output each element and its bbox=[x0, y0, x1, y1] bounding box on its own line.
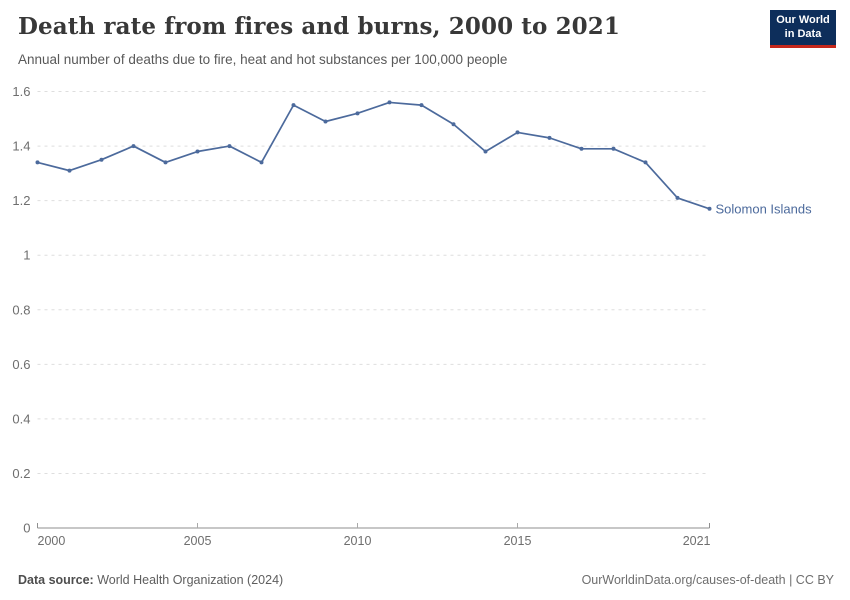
x-axis-label: 2010 bbox=[344, 534, 372, 548]
data-point bbox=[99, 157, 104, 162]
data-point bbox=[643, 160, 648, 165]
data-point bbox=[707, 206, 712, 211]
data-point bbox=[35, 160, 40, 165]
data-source-label: Data source: bbox=[18, 573, 94, 587]
x-axis-label: 2005 bbox=[184, 534, 212, 548]
data-point bbox=[579, 146, 584, 151]
data-point bbox=[323, 119, 328, 124]
data-point bbox=[387, 100, 392, 105]
x-axis-label: 2015 bbox=[504, 534, 532, 548]
data-point bbox=[163, 160, 168, 165]
y-axis-label: 0.4 bbox=[12, 411, 30, 426]
chart-title: Death rate from fires and burns, 2000 to… bbox=[18, 13, 620, 40]
owid-logo-text-line1: Our World bbox=[776, 13, 830, 26]
data-point bbox=[675, 195, 680, 200]
data-point bbox=[419, 103, 424, 108]
y-axis-label: 1.2 bbox=[12, 193, 30, 208]
data-point bbox=[451, 122, 456, 127]
y-axis-label: 0.2 bbox=[12, 466, 30, 481]
y-axis-label: 1.6 bbox=[12, 84, 30, 99]
y-axis-label: 0 bbox=[23, 521, 30, 536]
data-point bbox=[227, 144, 232, 149]
y-axis-label: 0.8 bbox=[12, 302, 30, 317]
y-axis-label: 0.6 bbox=[12, 357, 30, 372]
y-axis-label: 1.4 bbox=[12, 139, 30, 154]
y-axis-label: 1 bbox=[23, 248, 30, 263]
owid-logo[interactable]: Our World in Data bbox=[770, 10, 836, 48]
data-point bbox=[611, 146, 616, 151]
data-point bbox=[291, 103, 296, 108]
data-point bbox=[483, 149, 488, 154]
data-point bbox=[131, 144, 136, 149]
data-point bbox=[195, 149, 200, 154]
entity-label: Solomon Islands bbox=[716, 201, 813, 216]
series-line bbox=[36, 101, 711, 210]
citation-link[interactable]: OurWorldinData.org/causes-of-death | CC … bbox=[581, 573, 834, 587]
chart-subtitle: Annual number of deaths due to fire, hea… bbox=[18, 52, 508, 67]
data-point bbox=[547, 135, 552, 140]
chart-footer: Data source: World Health Organization (… bbox=[18, 573, 834, 587]
data-source-value: World Health Organization (2024) bbox=[97, 573, 284, 587]
x-axis-label: 2021 bbox=[683, 534, 711, 548]
x-axis-label: 2000 bbox=[38, 534, 66, 548]
data-source-text: Data source: World Health Organization (… bbox=[18, 573, 283, 587]
data-point bbox=[259, 160, 264, 165]
data-point bbox=[355, 111, 360, 116]
data-point bbox=[67, 168, 72, 173]
data-point bbox=[515, 130, 520, 135]
owid-logo-text-line2: in Data bbox=[784, 27, 822, 40]
